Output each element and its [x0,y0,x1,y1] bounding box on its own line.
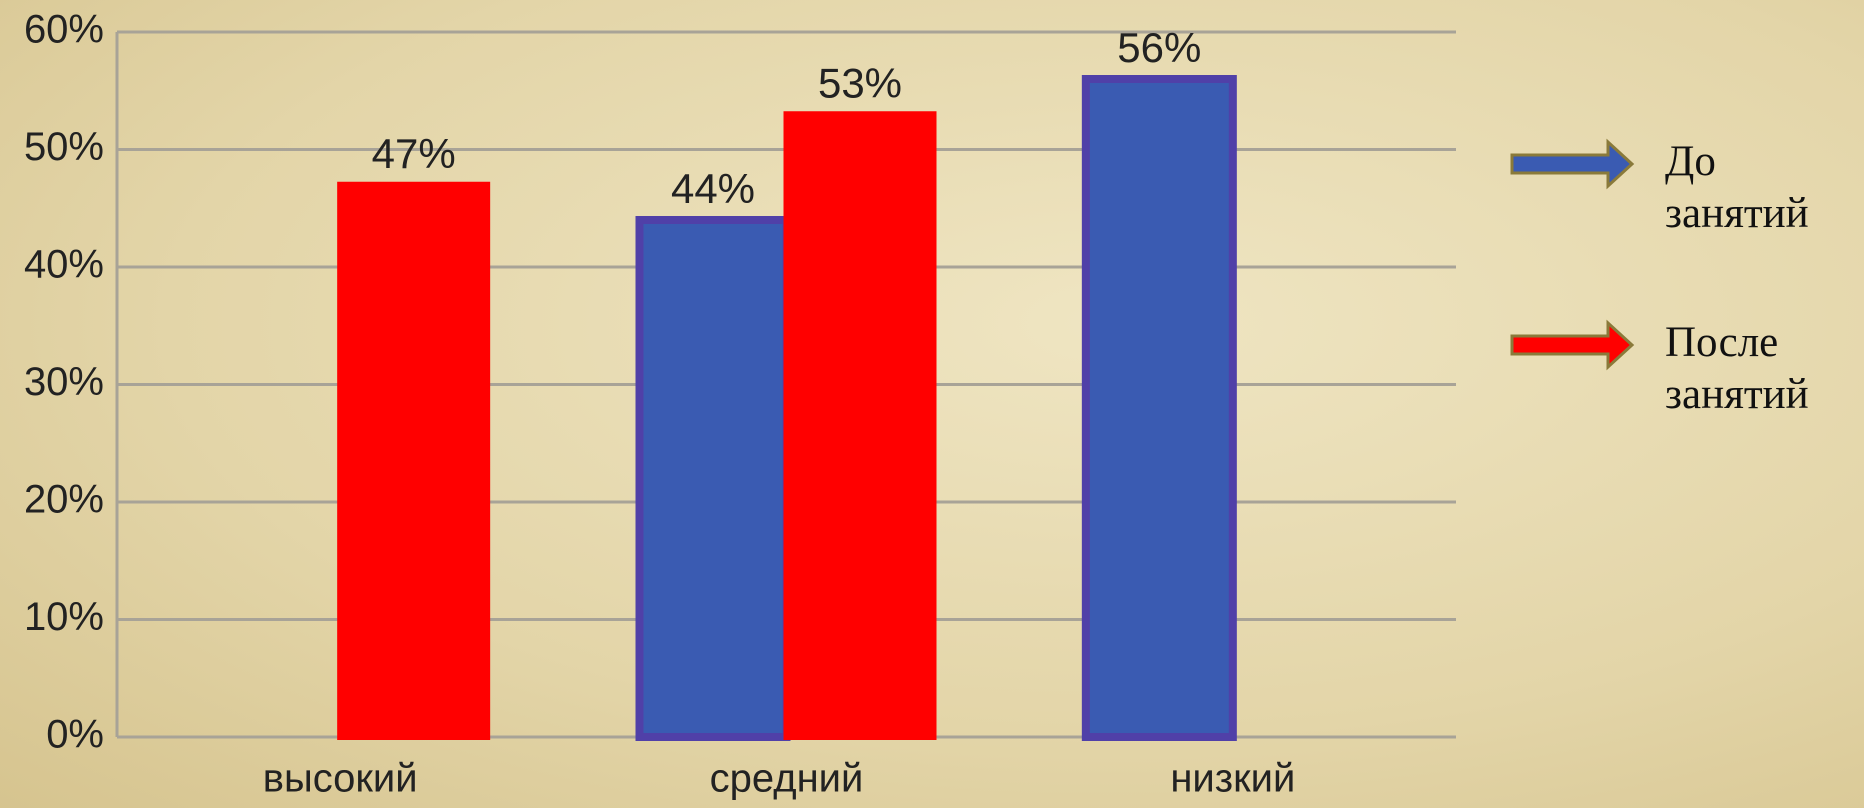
y-tick-label: 0% [46,713,104,757]
x-tick-label: средний [710,757,864,801]
x-tick-label: низкий [1170,757,1295,801]
value-label: 44% [671,165,755,212]
y-tick-label: 60% [24,8,104,52]
bar [783,111,937,740]
y-tick-label: 20% [24,478,104,522]
legend-arrow [1510,319,1635,371]
bar [635,216,791,741]
y-tick-label: 40% [24,243,104,287]
legend-label: До занятий [1665,138,1809,237]
x-tick-label: высокий [263,757,418,801]
bar [337,181,491,740]
value-label: 47% [372,130,456,177]
legend-label: После занятий [1665,319,1809,418]
value-label: 56% [1117,24,1201,71]
bar [1081,75,1237,741]
y-tick-label: 30% [24,360,104,404]
value-label: 53% [818,59,902,106]
y-tick-label: 10% [24,595,104,639]
y-tick-label: 50% [24,125,104,169]
legend-arrow [1510,138,1635,190]
